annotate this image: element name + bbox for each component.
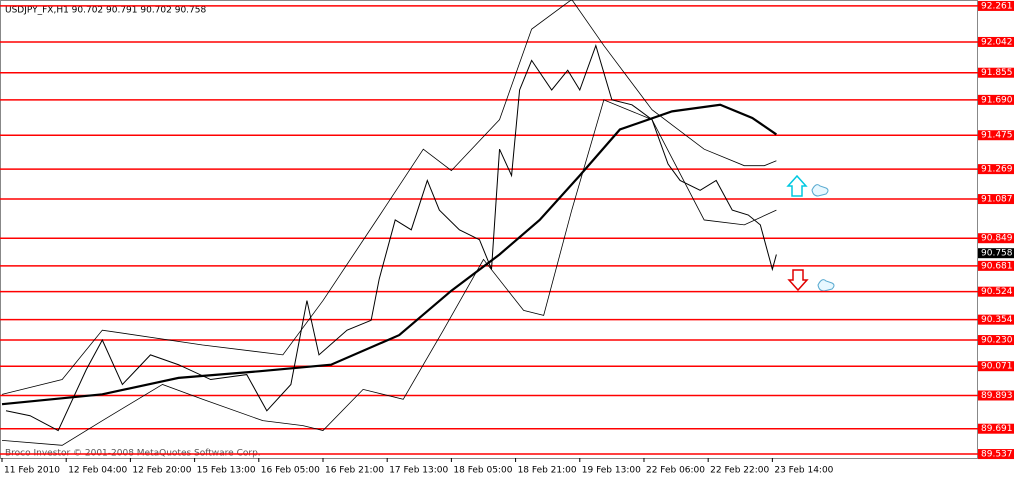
hand-icon [817, 279, 835, 292]
y-tick-label: 89.537 [981, 450, 1013, 460]
x-tick-label: 16 Feb 05:00 [261, 466, 320, 476]
y-tick-label: 90.849 [981, 234, 1013, 244]
y-tick-label: 91.690 [981, 95, 1013, 105]
x-tick-label: 22 Feb 06:00 [646, 466, 705, 476]
level-label-box [978, 449, 1014, 460]
level-label-box [978, 36, 1014, 47]
y-tick-label: 92.261 [981, 1, 1013, 11]
level-label-box [978, 194, 1014, 205]
x-tick-label: 11 Feb 2010 [4, 466, 60, 476]
level-label-box [978, 94, 1014, 105]
x-tick-label: 22 Feb 22:00 [710, 466, 769, 476]
level-label-box [978, 314, 1014, 325]
series-line [5, 43, 777, 432]
level-label-box [978, 335, 1014, 346]
y-tick-label: 89.893 [981, 391, 1013, 401]
x-tick-label: 18 Feb 21:00 [518, 466, 577, 476]
series-line [1, 0, 777, 395]
y-tick-label: 90.071 [981, 362, 1013, 372]
series-line [1, 103, 778, 406]
hand-icon [811, 184, 829, 197]
level-label-box [978, 233, 1014, 244]
y-tick-label: 90.681 [981, 261, 1013, 271]
level-label-box [978, 286, 1014, 297]
y-tick-label: 91.087 [981, 195, 1013, 205]
down-arrow [787, 269, 809, 292]
y-tick-label: 91.269 [981, 165, 1013, 175]
level-label-box [978, 0, 1014, 11]
y-tick-label: 91.475 [981, 131, 1013, 141]
x-tick-label: 19 Feb 13:00 [582, 466, 641, 476]
x-tick-label: 12 Feb 04:00 [68, 466, 127, 476]
x-tick-label: 18 Feb 05:00 [453, 466, 512, 476]
y-tick-label: 89.691 [981, 424, 1013, 434]
chart-title: USDJPY_FX,H1 90.702 90.791 90.702 90.758 [5, 6, 206, 16]
level-label-box [978, 67, 1014, 78]
level-label-box [978, 260, 1014, 271]
y-tick-label: 92.042 [981, 37, 1013, 47]
x-tick-label: 23 Feb 14:00 [774, 466, 833, 476]
signal-icons [786, 174, 835, 292]
current-price-label: 90.758 [981, 249, 1013, 259]
y-tick-label: 90.354 [981, 315, 1013, 325]
level-label-box [978, 130, 1014, 141]
level-label-box [978, 390, 1014, 401]
x-tick-label: 15 Feb 13:00 [197, 466, 256, 476]
level-label-box [978, 361, 1014, 372]
current-price-box [978, 248, 1014, 259]
y-tick-label: 90.524 [981, 287, 1013, 297]
up-arrow [786, 174, 808, 197]
level-label-box [978, 423, 1014, 434]
y-tick-label: 91.855 [981, 68, 1013, 78]
x-tick-label: 16 Feb 21:00 [325, 466, 384, 476]
y-tick-label: 90.230 [981, 336, 1013, 346]
series-line [1, 99, 777, 446]
level-label-box [978, 164, 1014, 175]
x-tick-label: 12 Feb 20:00 [132, 466, 191, 476]
plot-frame [0, 0, 978, 459]
x-tick-label: 17 Feb 13:00 [389, 466, 448, 476]
